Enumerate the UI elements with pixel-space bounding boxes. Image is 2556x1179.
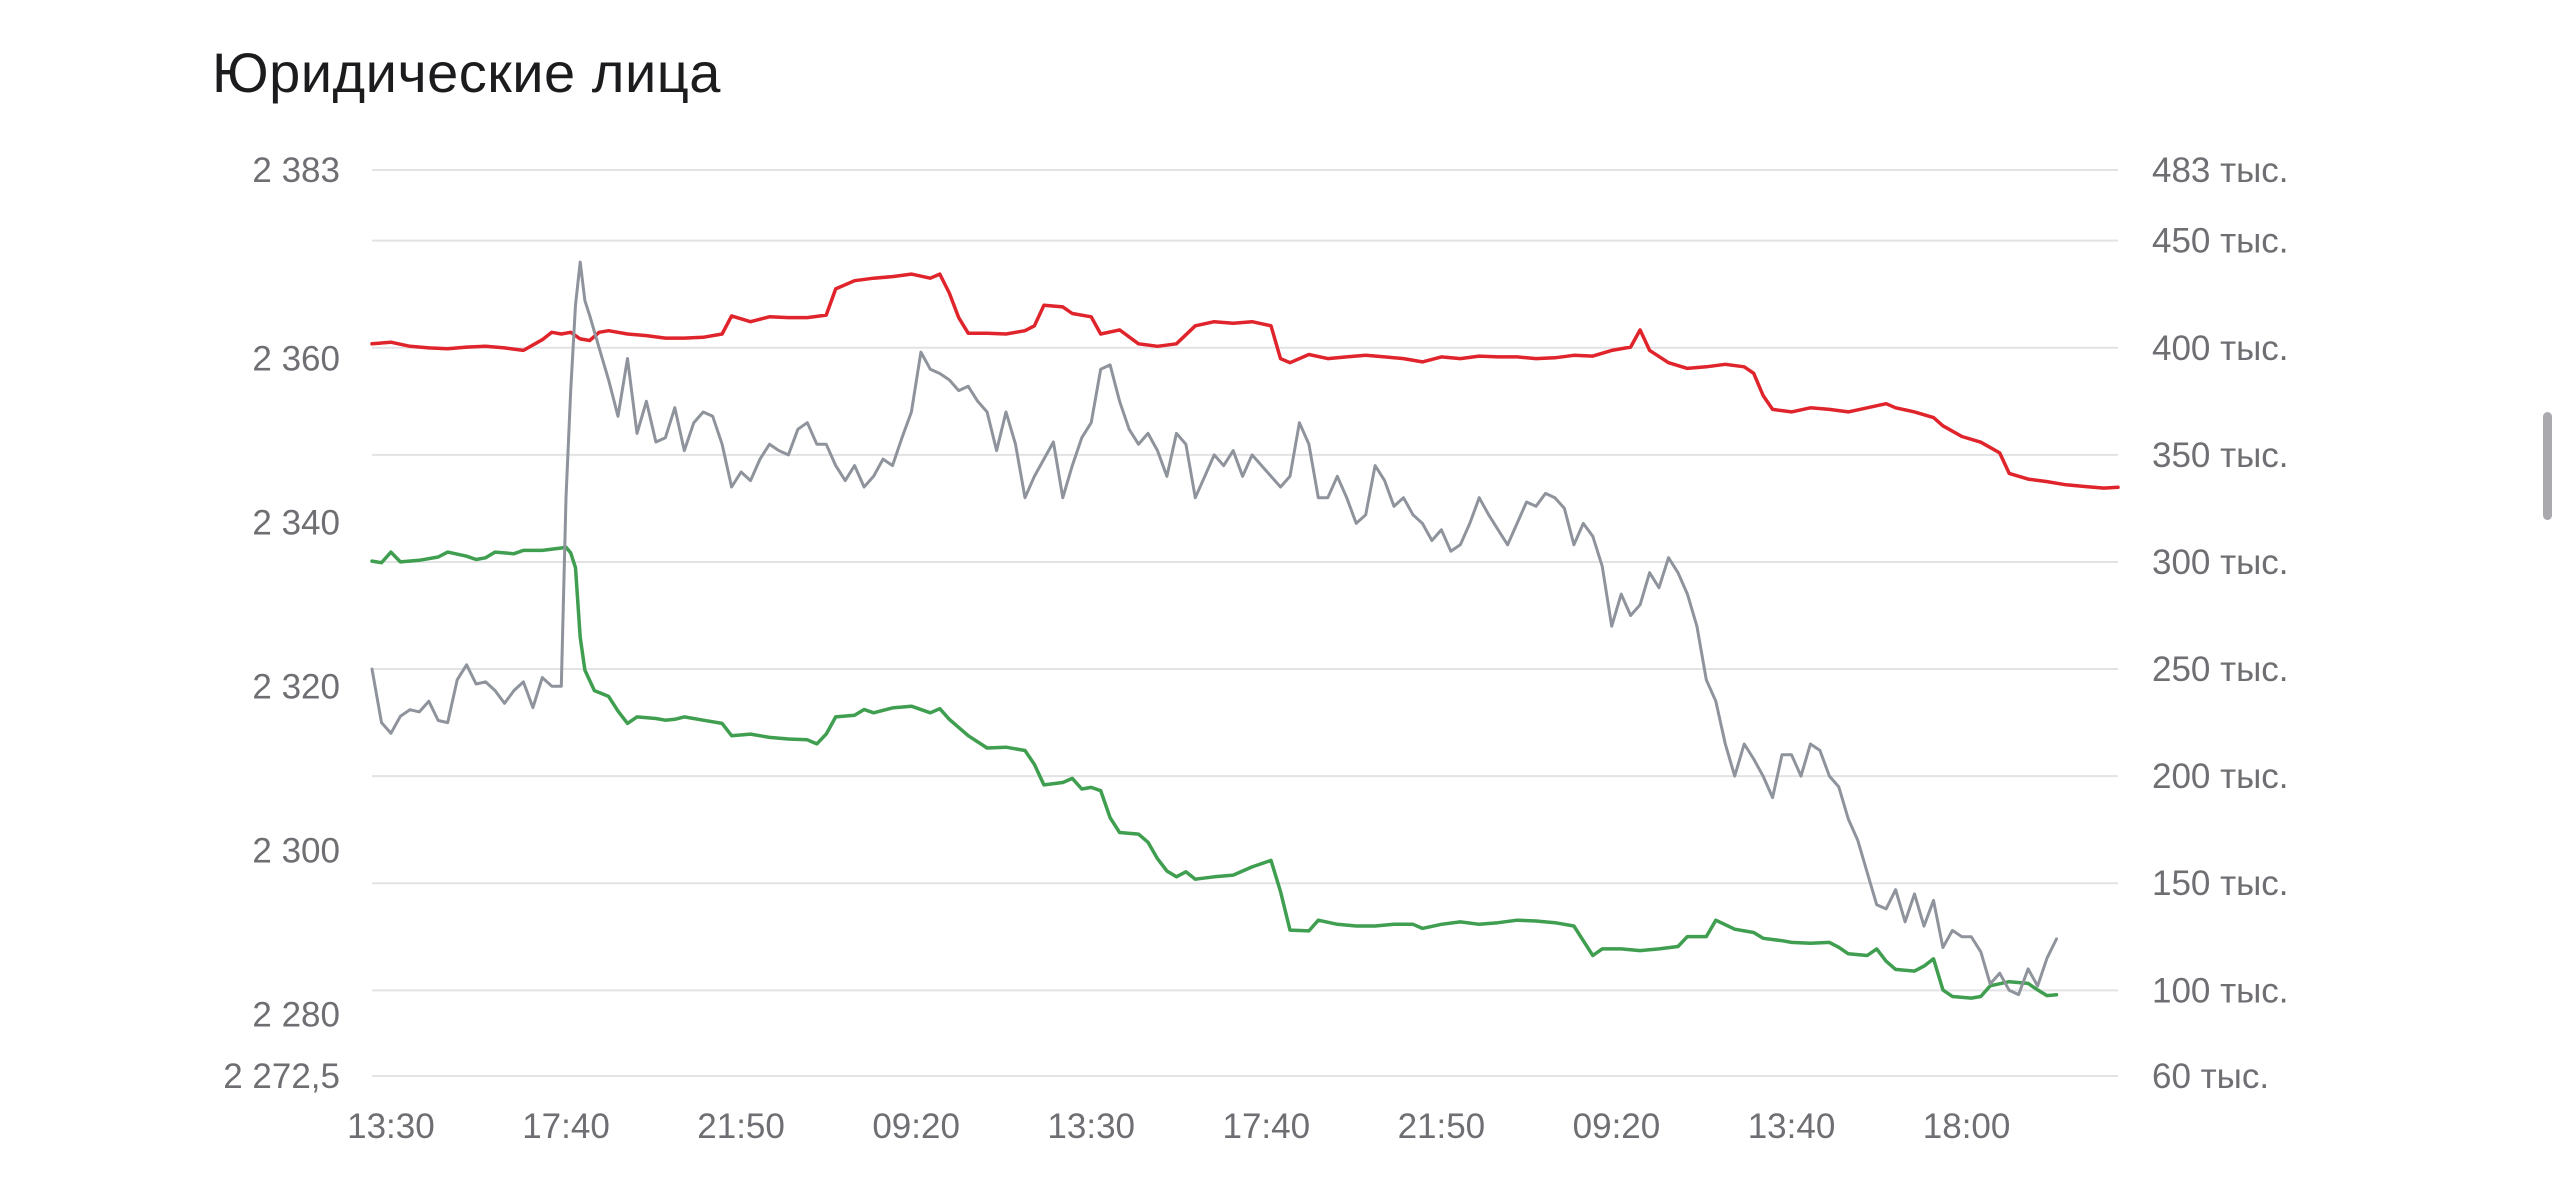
- right-y-tick-label: 200 тыс.: [2152, 757, 2289, 796]
- left-y-tick-label: 2 300: [252, 832, 340, 871]
- x-tick-label: 17:40: [522, 1107, 610, 1146]
- x-tick-label: 13:30: [1047, 1107, 1135, 1146]
- x-tick-label: 18:00: [1923, 1107, 2011, 1146]
- vertical-scrollbar[interactable]: [2543, 412, 2552, 520]
- left-y-tick-label: 2 340: [252, 504, 340, 543]
- x-tick-label: 13:40: [1748, 1107, 1836, 1146]
- right-y-tick-label: 350 тыс.: [2152, 436, 2289, 475]
- x-tick-label: 21:50: [1398, 1107, 1486, 1146]
- x-tick-label: 09:20: [872, 1107, 960, 1146]
- left-y-tick-label: 2 272,5: [223, 1057, 340, 1096]
- x-tick-label: 09:20: [1573, 1107, 1661, 1146]
- left-y-tick-label: 2 360: [252, 340, 340, 379]
- right-y-tick-label: 300 тыс.: [2152, 543, 2289, 582]
- right-y-tick-label: 250 тыс.: [2152, 650, 2289, 689]
- x-tick-label: 17:40: [1222, 1107, 1310, 1146]
- right-y-tick-label: 400 тыс.: [2152, 329, 2289, 368]
- x-axis: 13:30 17:40 21:50 09:20 13:30 17:40 21:50 09:20…: [347, 1107, 2010, 1146]
- left-y-tick-label: 2 280: [252, 996, 340, 1035]
- x-tick-label: 13:30: [347, 1107, 435, 1146]
- right-y-tick-label: 100 тыс.: [2152, 971, 2289, 1010]
- x-tick-label: 21:50: [697, 1107, 785, 1146]
- left-y-tick-label: 2 320: [252, 668, 340, 707]
- right-y-tick-label: 60 тыс.: [2152, 1057, 2269, 1096]
- left-y-axis: 2 383 2 360 2 340 2 320 2 300 2 280 2 272,5: [223, 151, 340, 1096]
- right-y-tick-label: 150 тыс.: [2152, 864, 2289, 903]
- series-line-green: [370, 545, 2059, 1000]
- right-y-tick-label: 483 тыс.: [2152, 151, 2289, 190]
- right-y-tick-label: 450 тыс.: [2152, 222, 2289, 261]
- series-lines: [370, 260, 2120, 1000]
- right-y-axis: 483 тыс. 450 тыс. 400 тыс. 350 тыс. 300 тыс.…: [2152, 151, 2289, 1096]
- chart-title: Юридические лица: [212, 41, 721, 104]
- series-line-gray: [370, 260, 2058, 997]
- series-line-red: [370, 272, 2120, 490]
- left-y-tick-label: 2 383: [252, 151, 340, 190]
- grid-lines: [372, 169, 2118, 1077]
